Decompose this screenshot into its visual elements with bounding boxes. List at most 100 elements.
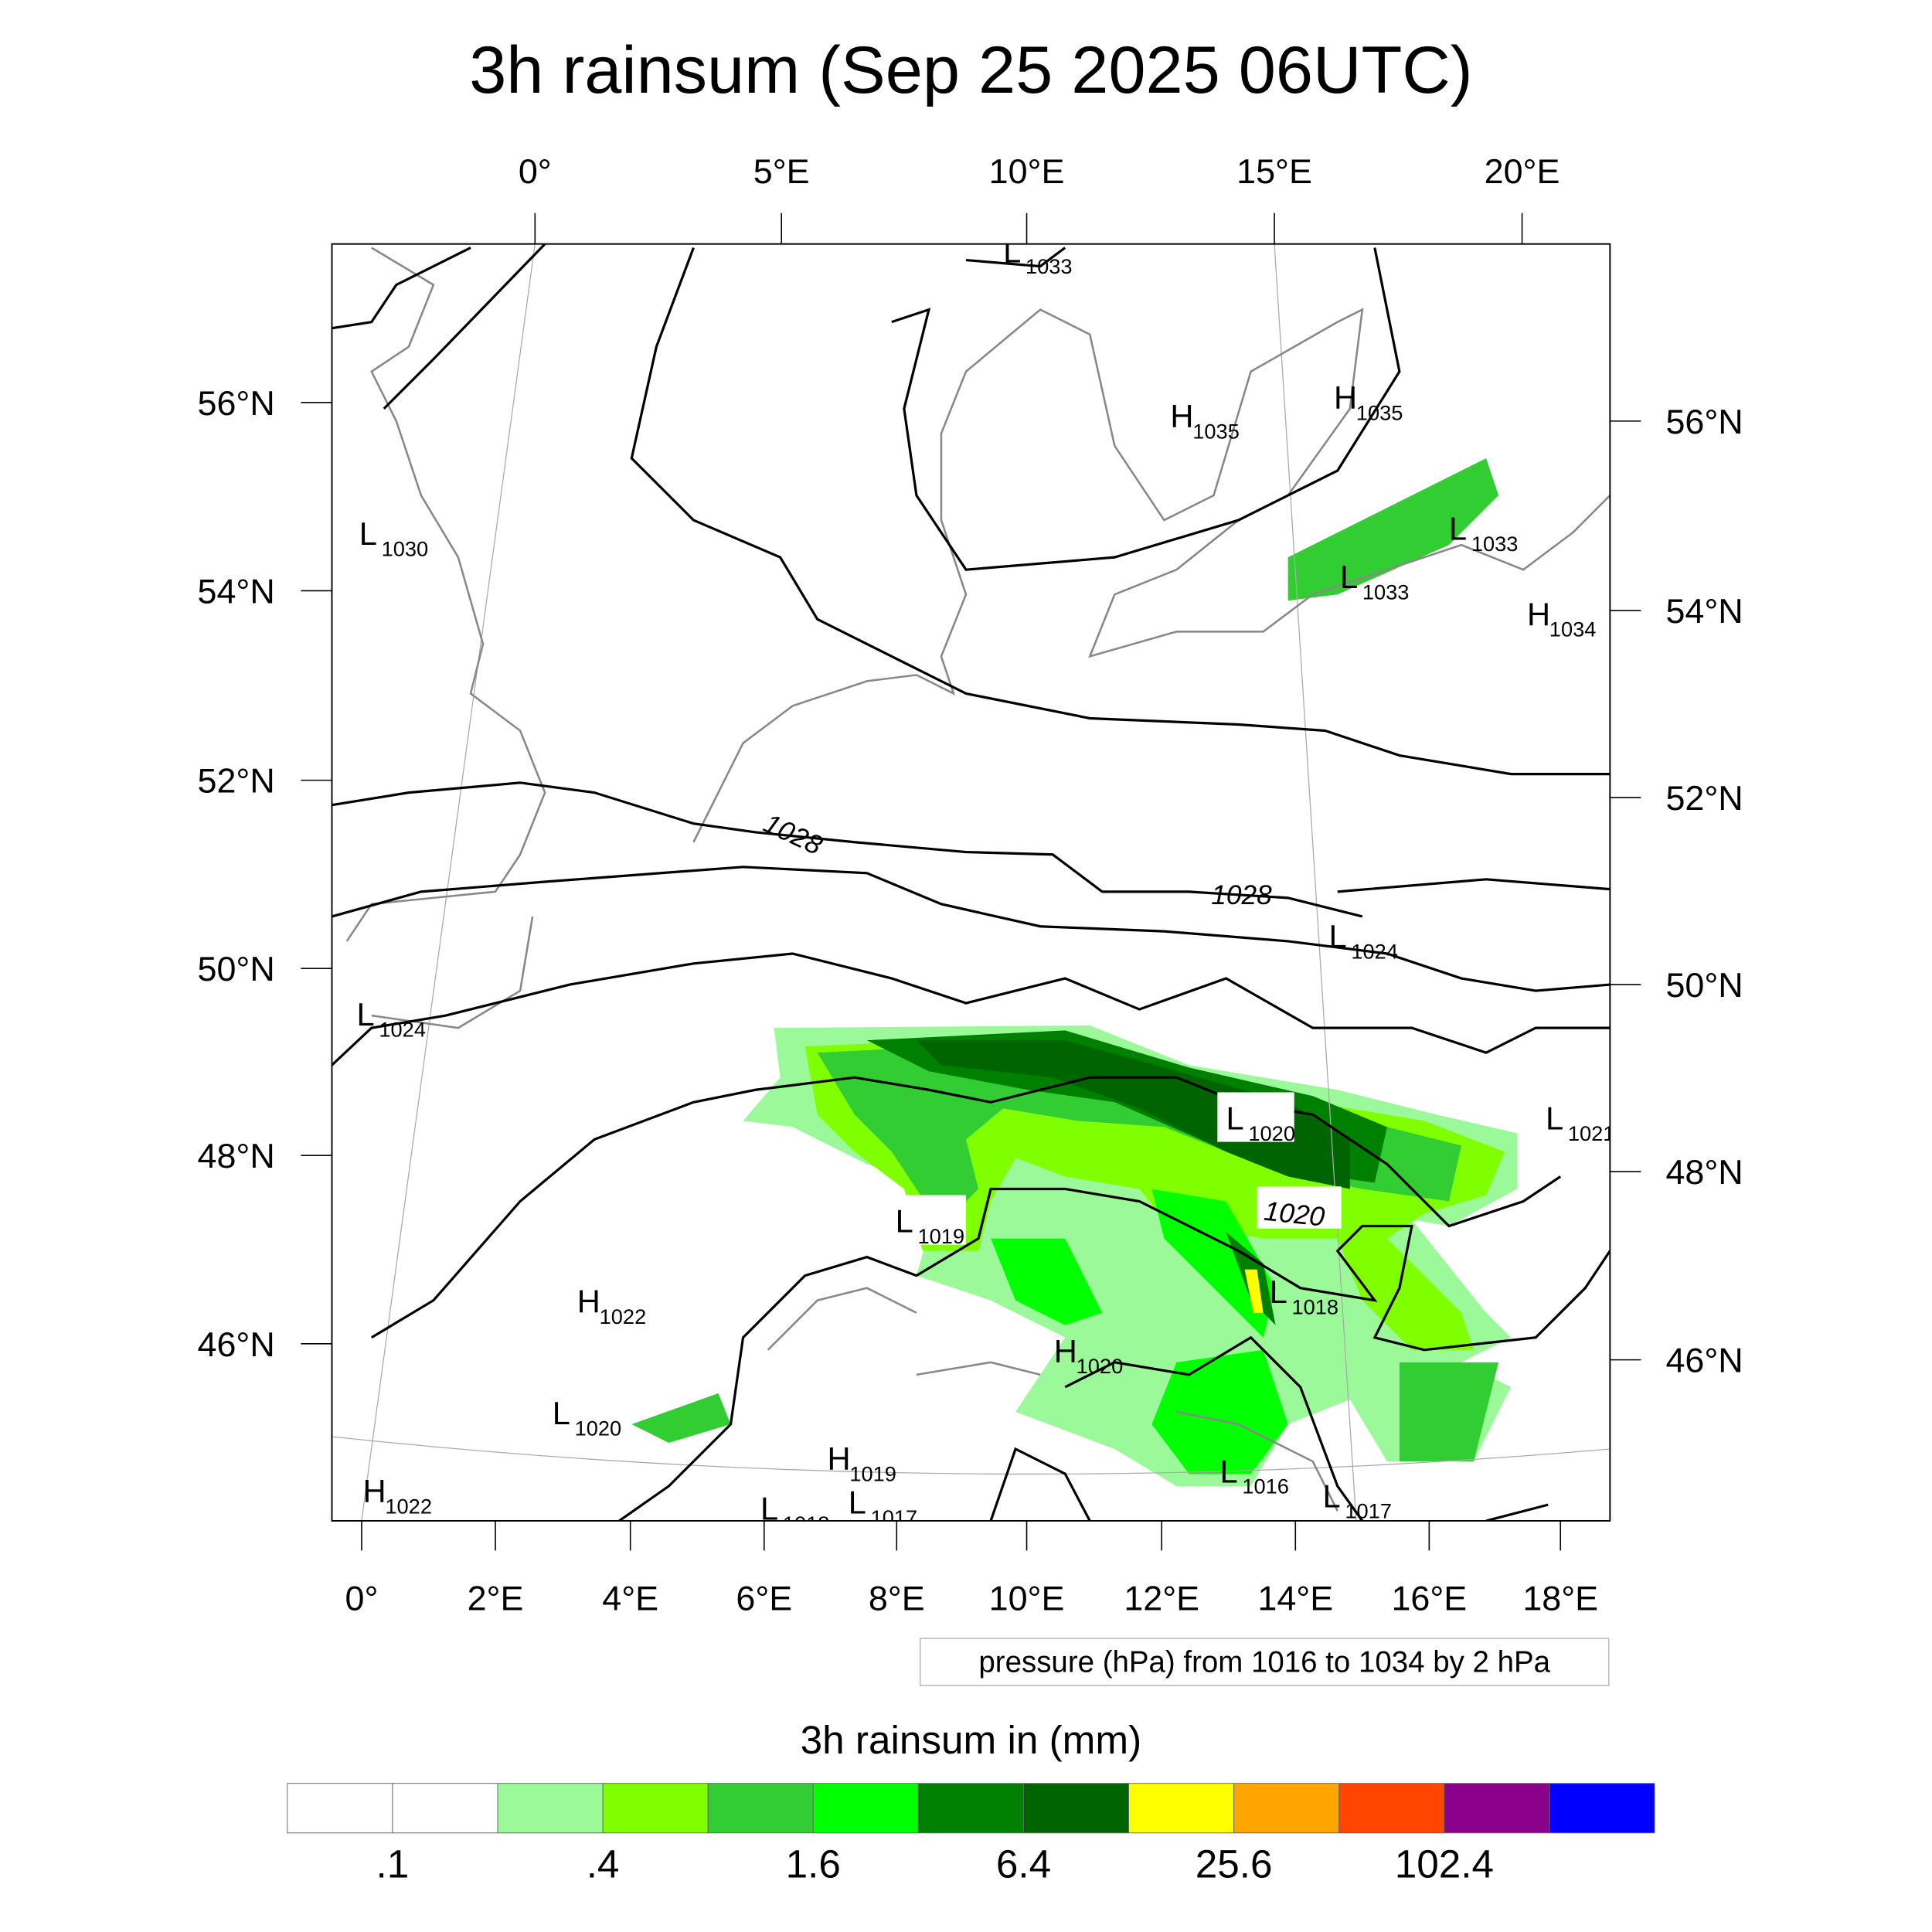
colorbar-label: 25.6 bbox=[1196, 1842, 1273, 1886]
map-title: 3h rainsum (Sep 25 2025 06UTC) bbox=[469, 33, 1472, 107]
svg-text:L: L bbox=[1270, 1274, 1287, 1310]
pressure-center-low: L 1020 bbox=[1217, 1092, 1295, 1145]
colorbar-label: .1 bbox=[376, 1842, 410, 1886]
svg-text:L: L bbox=[1546, 1100, 1563, 1137]
svg-text:1017: 1017 bbox=[871, 1505, 918, 1529]
colorbar-swatch bbox=[1549, 1783, 1655, 1834]
svg-text:1034: 1034 bbox=[1549, 617, 1597, 641]
left-lat-label: 52°N bbox=[198, 761, 275, 801]
pressure-center-low: L 1018 bbox=[1270, 1274, 1338, 1318]
svg-text:H: H bbox=[363, 1473, 386, 1509]
svg-text:H: H bbox=[1054, 1333, 1077, 1369]
bottom-lon-label: 18°E bbox=[1522, 1578, 1598, 1617]
pressure-center-low: L 1024 bbox=[357, 996, 426, 1041]
info-box: pressure (hPa) from 1016 to 1034 by 2 hP… bbox=[919, 1638, 1610, 1686]
graticule bbox=[332, 243, 1611, 1521]
rain-area-darkest bbox=[916, 1040, 1350, 1189]
svg-text:H: H bbox=[1527, 596, 1550, 632]
pressure-center-low: L 1020 bbox=[553, 1395, 621, 1440]
colorbar-label: 1.6 bbox=[786, 1842, 841, 1886]
colorbar-label: 102.4 bbox=[1395, 1842, 1494, 1886]
svg-text:L: L bbox=[849, 1484, 866, 1520]
svg-text:L: L bbox=[357, 996, 375, 1032]
svg-text:1017: 1017 bbox=[1345, 1499, 1392, 1523]
pressure-center-low: L 1033 bbox=[1340, 559, 1409, 604]
svg-text:L: L bbox=[1226, 1100, 1244, 1137]
pressure-center-low: L 1024 bbox=[1329, 918, 1398, 963]
colorbar-label: .4 bbox=[587, 1842, 620, 1886]
svg-text:L: L bbox=[760, 1490, 778, 1526]
svg-text:H: H bbox=[1170, 398, 1193, 434]
left-lat-label: 50°N bbox=[198, 949, 275, 988]
svg-text:1030: 1030 bbox=[382, 537, 429, 561]
colorbar-swatch bbox=[1233, 1783, 1340, 1834]
svg-text:1033: 1033 bbox=[1471, 532, 1519, 556]
pressure-center-low: L 1019 bbox=[886, 1195, 966, 1248]
bottom-lon-label: 6°E bbox=[736, 1578, 792, 1617]
svg-text:L: L bbox=[1003, 233, 1021, 270]
svg-text:1022: 1022 bbox=[600, 1304, 647, 1328]
right-lat-label: 46°N bbox=[1665, 1341, 1743, 1380]
colorbar-swatch bbox=[812, 1783, 919, 1834]
rain-field bbox=[631, 457, 1518, 1487]
pressure-center-low: L 1033 bbox=[1449, 511, 1518, 556]
svg-text:H: H bbox=[828, 1440, 851, 1477]
colorbar-swatch bbox=[707, 1783, 814, 1834]
map-frame bbox=[331, 243, 1611, 1522]
svg-text:L: L bbox=[1329, 918, 1347, 954]
svg-text:1035: 1035 bbox=[1192, 419, 1240, 443]
svg-text:L: L bbox=[1449, 511, 1467, 547]
svg-text:1035: 1035 bbox=[1356, 400, 1403, 424]
bottom-lon-label: 4°E bbox=[602, 1578, 658, 1617]
pressure-center-low: L 1018 bbox=[760, 1490, 830, 1536]
svg-text:L: L bbox=[359, 515, 377, 552]
rain-area-medium bbox=[817, 1040, 1462, 1226]
contour-label-1020: 1020 bbox=[1263, 1196, 1326, 1233]
svg-text:1020: 1020 bbox=[1248, 1121, 1295, 1145]
bottom-lon-label: 14°E bbox=[1257, 1578, 1333, 1617]
svg-text:1020: 1020 bbox=[575, 1416, 622, 1440]
svg-text:L: L bbox=[1220, 1453, 1238, 1489]
pressure-center-low: L 1016 bbox=[1220, 1453, 1289, 1498]
left-lat-label: 56°N bbox=[198, 383, 275, 423]
right-lat-label: 52°N bbox=[1665, 778, 1743, 818]
svg-text:1021: 1021 bbox=[1568, 1121, 1615, 1145]
svg-text:1019: 1019 bbox=[849, 1462, 896, 1486]
svg-text:1033: 1033 bbox=[1026, 254, 1073, 278]
svg-text:1019: 1019 bbox=[918, 1224, 965, 1248]
left-lat-label: 48°N bbox=[198, 1136, 275, 1175]
top-lon-label: 0° bbox=[519, 151, 552, 191]
svg-text:1022: 1022 bbox=[385, 1494, 432, 1518]
coastlines bbox=[345, 247, 1611, 1512]
colorbar-swatch bbox=[602, 1783, 709, 1834]
svg-text:H: H bbox=[577, 1284, 600, 1320]
bottom-lon-label: 16°E bbox=[1391, 1578, 1467, 1617]
left-lat-label: 46°N bbox=[198, 1325, 275, 1364]
pressure-center-low: L 1021 bbox=[1546, 1100, 1615, 1145]
top-lon-label: 10°E bbox=[989, 151, 1065, 191]
svg-text:1033: 1033 bbox=[1362, 580, 1410, 604]
colorbar-label: 6.4 bbox=[996, 1842, 1051, 1886]
top-lon-label: 15°E bbox=[1236, 151, 1312, 191]
svg-text:1024: 1024 bbox=[1351, 939, 1398, 963]
colorbar-swatch bbox=[392, 1783, 498, 1834]
svg-text:1016: 1016 bbox=[1242, 1475, 1289, 1498]
top-lon-label: 20°E bbox=[1485, 151, 1560, 191]
rain-area-green bbox=[991, 1189, 1288, 1475]
axis-labels: 0° 5°E 10°E 15°E 20°E 0° 2°E 4°E 6°E 8°E 10°E 12°E 1… bbox=[198, 151, 1743, 1617]
left-lat-label: 54°N bbox=[198, 571, 275, 611]
svg-text:L: L bbox=[896, 1203, 913, 1240]
right-lat-label: 48°N bbox=[1665, 1152, 1743, 1192]
bottom-lon-label: 10°E bbox=[989, 1578, 1065, 1617]
svg-text:L: L bbox=[1323, 1478, 1341, 1514]
rain-area-sw bbox=[631, 457, 1499, 1462]
svg-text:1018: 1018 bbox=[783, 1512, 830, 1536]
